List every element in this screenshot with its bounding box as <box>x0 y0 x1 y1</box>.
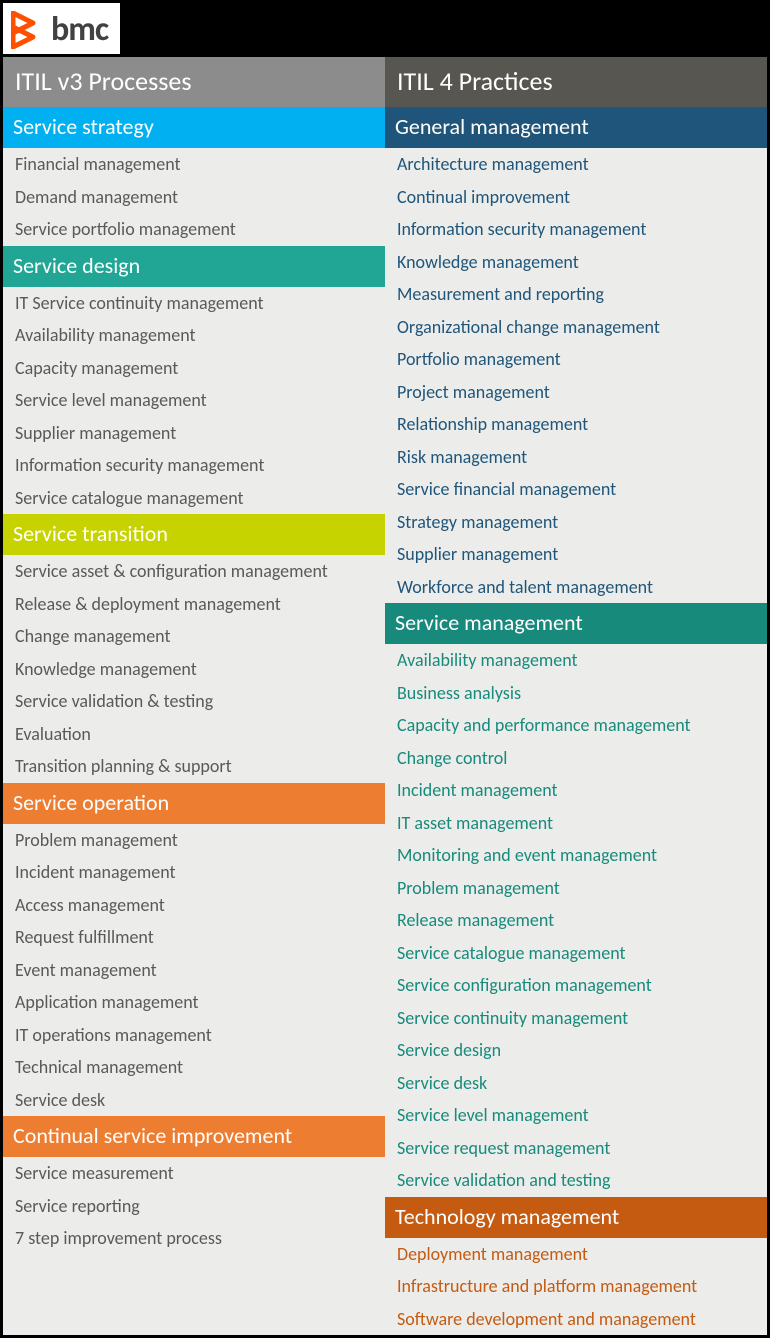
right-item: Architecture management <box>385 148 767 181</box>
left-item: Availability management <box>3 319 385 352</box>
left-item: Request fulfillment <box>3 921 385 954</box>
right-item: Service catalogue management <box>385 937 767 970</box>
left-item: Financial management <box>3 148 385 181</box>
left-item: Service reporting <box>3 1190 385 1223</box>
right-item: Service configuration management <box>385 969 767 1002</box>
left-item: 7 step improvement process <box>3 1222 385 1255</box>
left-item: Service measurement <box>3 1157 385 1190</box>
right-item: Software development and management <box>385 1303 767 1336</box>
right-item: Incident management <box>385 774 767 807</box>
left-item: Service asset & configuration management <box>3 555 385 588</box>
right-item: Service desk <box>385 1067 767 1100</box>
right-section-header: Technology management <box>385 1197 767 1238</box>
right-item: Knowledge management <box>385 246 767 279</box>
bmc-logo-icon <box>11 11 45 49</box>
right-item: Continual improvement <box>385 181 767 214</box>
column-headers: ITIL v3 Processes ITIL 4 Practices <box>3 57 767 107</box>
right-item: Capacity and performance management <box>385 709 767 742</box>
right-item: Service level management <box>385 1099 767 1132</box>
left-column: Service strategyFinancial managementDema… <box>3 107 385 1335</box>
left-item: Demand management <box>3 181 385 214</box>
right-item: Service design <box>385 1034 767 1067</box>
left-item: Problem management <box>3 824 385 857</box>
left-item: Service portfolio management <box>3 213 385 246</box>
columns: Service strategyFinancial managementDema… <box>3 107 767 1335</box>
right-item: Project management <box>385 376 767 409</box>
right-item: Availability management <box>385 644 767 677</box>
left-item: Application management <box>3 986 385 1019</box>
left-item: IT Service continuity management <box>3 287 385 320</box>
left-item: Event management <box>3 954 385 987</box>
right-item: Release management <box>385 904 767 937</box>
left-section-header: Service strategy <box>3 107 385 148</box>
right-section-header: General management <box>385 107 767 148</box>
left-section-header: Continual service improvement <box>3 1116 385 1157</box>
right-item: Service request management <box>385 1132 767 1165</box>
left-item: Access management <box>3 889 385 922</box>
left-item: Technical management <box>3 1051 385 1084</box>
left-section-header: Service operation <box>3 783 385 824</box>
comparison-table: bmc ITIL v3 Processes ITIL 4 Practices S… <box>0 0 770 1338</box>
left-item: Change management <box>3 620 385 653</box>
left-item: Service desk <box>3 1084 385 1117</box>
right-item: IT asset management <box>385 807 767 840</box>
right-item: Organizational change management <box>385 311 767 344</box>
right-item: Service financial management <box>385 473 767 506</box>
left-item: Release & deployment management <box>3 588 385 621</box>
right-item: Service continuity management <box>385 1002 767 1035</box>
left-item: Evaluation <box>3 718 385 751</box>
left-item: Service catalogue management <box>3 482 385 515</box>
right-item: Infrastructure and platform management <box>385 1270 767 1303</box>
right-item: Change control <box>385 742 767 775</box>
bmc-logo: bmc <box>11 9 108 50</box>
left-section-header: Service transition <box>3 514 385 555</box>
left-item: IT operations management <box>3 1019 385 1052</box>
right-item: Portfolio management <box>385 343 767 376</box>
left-item: Knowledge management <box>3 653 385 686</box>
right-item: Strategy management <box>385 506 767 539</box>
right-item: Deployment management <box>385 1238 767 1271</box>
left-item: Information security management <box>3 449 385 482</box>
right-item: Information security management <box>385 213 767 246</box>
right-item: Supplier management <box>385 538 767 571</box>
left-item: Service level management <box>3 384 385 417</box>
logo-text: bmc <box>51 9 108 50</box>
left-item: Capacity management <box>3 352 385 385</box>
left-item: Incident management <box>3 856 385 889</box>
right-item: Risk management <box>385 441 767 474</box>
left-header: ITIL v3 Processes <box>3 57 385 107</box>
right-column: General managementArchitecture managemen… <box>385 107 767 1335</box>
right-item: Business analysis <box>385 677 767 710</box>
logo-container: bmc <box>3 3 120 57</box>
right-item: Problem management <box>385 872 767 905</box>
left-section-header: Service design <box>3 246 385 287</box>
left-item: Service validation & testing <box>3 685 385 718</box>
right-item: Monitoring and event management <box>385 839 767 872</box>
left-item: Supplier management <box>3 417 385 450</box>
right-item: Service validation and testing <box>385 1164 767 1197</box>
right-item: Measurement and reporting <box>385 278 767 311</box>
right-section-header: Service management <box>385 603 767 644</box>
right-item: Relationship management <box>385 408 767 441</box>
left-item: Transition planning & support <box>3 750 385 783</box>
right-item: Workforce and talent management <box>385 571 767 604</box>
logo-chevron-bottom <box>13 27 33 47</box>
right-header: ITIL 4 Practices <box>385 57 767 107</box>
